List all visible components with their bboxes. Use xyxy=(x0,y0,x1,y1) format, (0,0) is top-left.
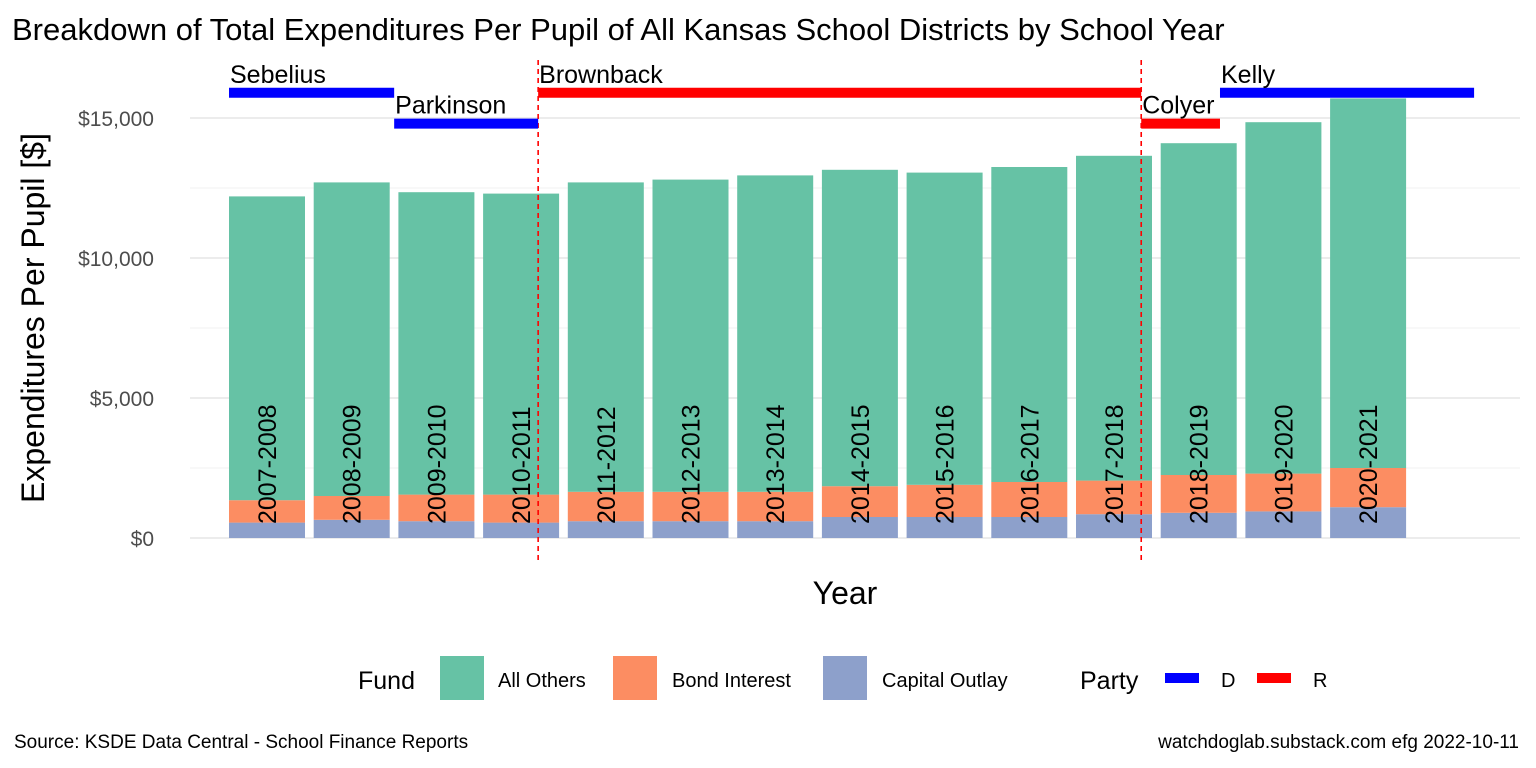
bar-capital-outlay xyxy=(737,521,814,538)
bar-capital-outlay xyxy=(398,521,475,538)
year-label: 2018-2019 xyxy=(1186,404,1214,524)
bar-capital-outlay xyxy=(567,521,644,538)
governor-label: Brownback xyxy=(539,61,663,89)
year-label: 2015-2016 xyxy=(932,404,960,524)
year-labels: 2007-2008 2008-2009 2009-2010 2010-2011 2011… xyxy=(254,404,1383,524)
bar-bond-interest xyxy=(313,496,390,520)
credit-caption: watchdoglab.substack.com efg 2022-10-11 xyxy=(1157,732,1519,753)
legend-swatch-bond-interest xyxy=(613,656,657,700)
bar-all-others xyxy=(1245,122,1322,474)
year-label: 2009-2010 xyxy=(423,404,451,524)
year-label: 2012-2013 xyxy=(678,404,706,524)
y-tick-label: $10,000 xyxy=(78,248,154,271)
year-label: 2011-2012 xyxy=(593,406,621,524)
legend-label-bond-interest: Bond Interest xyxy=(672,670,791,692)
bar-bond-interest xyxy=(567,491,644,522)
bar-bond-interest xyxy=(1160,475,1237,513)
bar-bond-interest xyxy=(398,494,475,522)
bar-all-others xyxy=(1330,98,1407,469)
bar-capital-outlay xyxy=(1245,511,1322,538)
bar-bond-interest xyxy=(821,486,898,517)
bar-all-others xyxy=(313,182,390,496)
y-axis-title: Expenditures Per Pupil [$] xyxy=(15,133,51,503)
bar-bond-interest xyxy=(1245,473,1322,512)
bar-capital-outlay xyxy=(483,522,560,538)
bar-all-others xyxy=(483,193,560,495)
year-label: 2007-2008 xyxy=(254,404,282,524)
bar-capital-outlay xyxy=(313,519,390,538)
legend-swatch-capital-outlay xyxy=(823,656,867,700)
x-axis-title: Year xyxy=(813,575,878,611)
y-tick-label: $15,000 xyxy=(78,108,154,131)
legend-swatch-party-d xyxy=(1165,673,1199,683)
y-tick-label: $0 xyxy=(131,528,154,551)
bar-bond-interest xyxy=(483,494,560,523)
bar-bond-interest xyxy=(991,482,1068,517)
bar-all-others xyxy=(652,179,729,492)
chart-title: Breakdown of Total Expenditures Per Pupi… xyxy=(12,12,1225,47)
year-label: 2010-2011 xyxy=(508,406,536,524)
legend-fund-title: Fund xyxy=(358,667,415,695)
bar-bond-interest xyxy=(737,491,814,522)
year-label: 2014-2015 xyxy=(847,404,875,524)
bar-all-others xyxy=(737,175,814,492)
year-label: 2020-2021 xyxy=(1355,404,1383,524)
governor-label: Sebelius xyxy=(230,61,326,89)
bar-bond-interest xyxy=(229,500,305,523)
bar-bond-interest xyxy=(1076,480,1152,515)
legend-label-capital-outlay: Capital Outlay xyxy=(882,670,1008,692)
term-boundary-lines xyxy=(537,60,1143,562)
legend: Fund All Others Bond Interest Capital Ou… xyxy=(358,656,1327,700)
legend-label-all-others: All Others xyxy=(498,670,586,692)
bar-capital-outlay xyxy=(991,517,1068,538)
legend-swatch-party-r xyxy=(1257,673,1291,683)
legend-party-title: Party xyxy=(1080,667,1139,695)
governor-label: Colyer xyxy=(1142,92,1214,120)
year-label: 2008-2009 xyxy=(339,404,367,524)
bar-capital-outlay xyxy=(652,521,729,538)
bar-capital-outlay xyxy=(906,517,983,538)
bar-capital-outlay xyxy=(1076,514,1152,538)
governor-label: Parkinson xyxy=(395,92,506,120)
bar-capital-outlay xyxy=(229,522,305,538)
year-label: 2013-2014 xyxy=(762,404,790,524)
bar-all-others xyxy=(1076,155,1152,481)
bar-capital-outlay xyxy=(1330,507,1407,538)
bar-all-others xyxy=(567,182,644,492)
bar-all-others xyxy=(991,167,1068,482)
bars xyxy=(229,98,1407,538)
bar-capital-outlay xyxy=(1160,512,1237,538)
bar-bond-interest xyxy=(1330,468,1407,508)
y-axis-ticks: $0 $5,000 $10,000 $15,000 xyxy=(78,108,154,551)
year-label: 2019-2020 xyxy=(1270,404,1298,524)
bar-all-others xyxy=(1160,143,1237,475)
legend-swatch-all-others xyxy=(440,656,484,700)
bar-all-others xyxy=(229,196,305,501)
bar-all-others xyxy=(821,169,898,487)
bar-capital-outlay xyxy=(821,517,898,538)
year-label: 2016-2017 xyxy=(1016,404,1044,524)
y-tick-label: $5,000 xyxy=(90,388,154,411)
bar-bond-interest xyxy=(652,491,729,522)
bar-all-others xyxy=(398,192,475,495)
legend-label-party-r: R xyxy=(1313,670,1327,692)
bar-bond-interest xyxy=(906,484,983,517)
governor-label: Kelly xyxy=(1221,61,1276,89)
source-caption: Source: KSDE Data Central - School Finan… xyxy=(14,732,468,753)
bar-all-others xyxy=(906,172,983,485)
year-label: 2017-2018 xyxy=(1101,404,1129,524)
legend-label-party-d: D xyxy=(1221,670,1235,692)
